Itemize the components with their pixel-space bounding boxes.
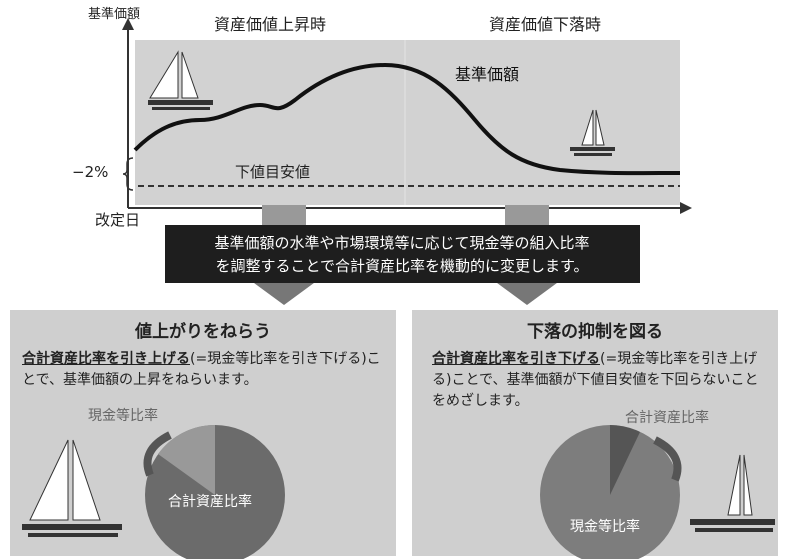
fall-header: 資産価値下落時 xyxy=(489,15,601,34)
y-arrow xyxy=(122,18,134,30)
panel-title: 下落の抑制を図る xyxy=(527,321,663,342)
x-arrow xyxy=(680,202,692,214)
brace xyxy=(122,157,134,191)
rise-header: 資産価値上昇時 xyxy=(214,15,326,34)
panel-title: 値上がりをねらう xyxy=(134,321,271,342)
banner xyxy=(165,225,640,283)
body-text: (=現金等比率を引き上げる)ことで、基準価額が下値目安値を下回らないことをめざし… xyxy=(432,351,759,409)
curved-arrow-right xyxy=(653,436,682,482)
sailboat-large xyxy=(148,50,213,110)
sailboat-right xyxy=(690,454,775,532)
emphasis: 合計資産比率を引き下げる xyxy=(432,351,600,367)
curved-arrow-left xyxy=(143,431,172,477)
body-text: (=現金等比率を引き下げる)ことで、基準価額の上昇をねらいます。 xyxy=(22,351,381,388)
large-label: 現金等比率 xyxy=(570,518,640,535)
line-label: 基準価額 xyxy=(455,65,519,84)
x-start-label: 改定日 xyxy=(95,211,140,229)
pie-left-slice xyxy=(158,424,215,495)
emphasis: 合計資産比率を引き上げる xyxy=(22,351,190,367)
arrow-right-head xyxy=(493,280,561,305)
panel-body: 合計資産比率を引き下げる(=現金等比率を引き上げる)ことで、基準価額が下値目安値… xyxy=(432,349,772,412)
arrow-left-head xyxy=(250,280,318,305)
sailboat-small xyxy=(570,109,615,156)
floor-label: 下値目安値 xyxy=(235,163,310,181)
pie-right-slice xyxy=(610,425,640,495)
minus-label: −2% xyxy=(72,163,108,181)
small-label: 現金等比率 xyxy=(88,407,158,424)
small-label: 合計資産比率 xyxy=(625,409,709,426)
price-curve xyxy=(133,62,681,176)
sailboat-left xyxy=(22,439,122,537)
y-axis-label: 基準価額 xyxy=(88,6,140,22)
large-label: 合計資産比率 xyxy=(168,493,252,510)
banner-line: 基準価額の水準や市場環境等に応じて現金等の組入比率 xyxy=(214,234,589,252)
banner-line: を調整することで合計資産比率を機動的に変更します。 xyxy=(215,257,588,275)
panel-body: 合計資産比率を引き上げる(=現金等比率を引き下げる)ことで、基準価額の上昇をねら… xyxy=(22,349,388,391)
